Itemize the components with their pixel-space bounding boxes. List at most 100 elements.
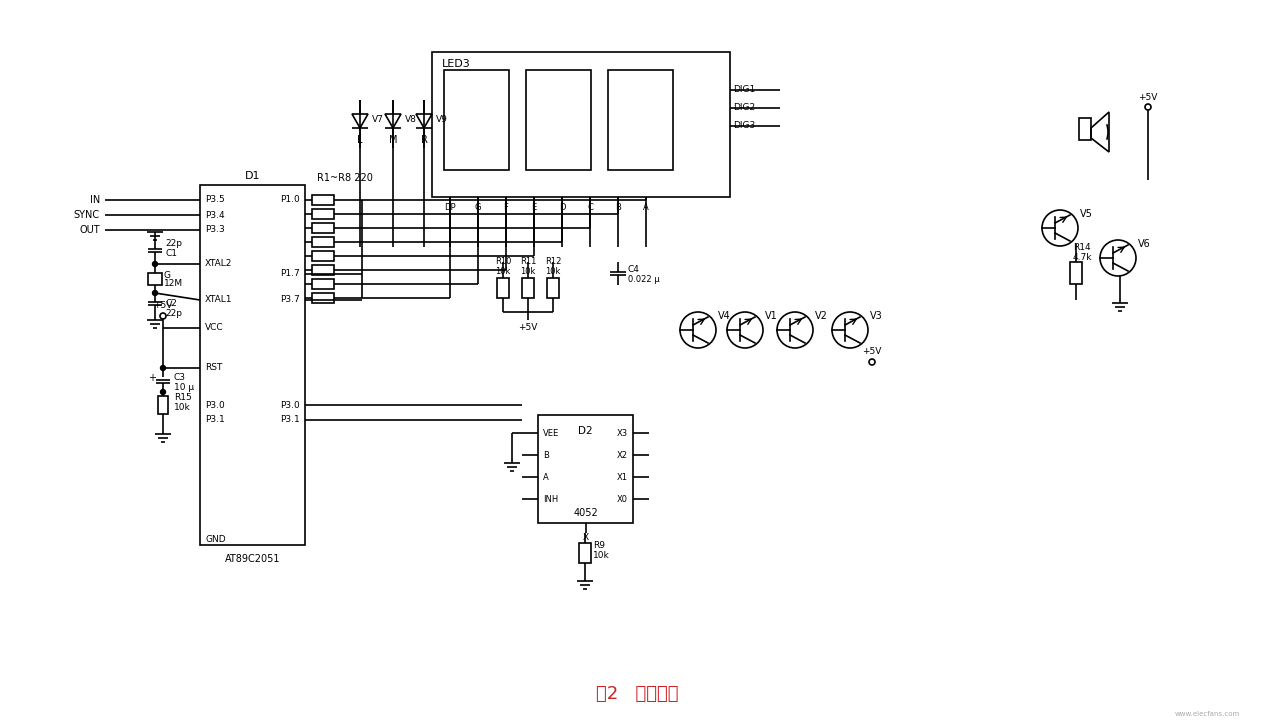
Bar bbox=[312, 209, 334, 219]
Text: C3: C3 bbox=[173, 373, 186, 383]
Text: V2: V2 bbox=[815, 311, 827, 321]
Text: XTAL2: XTAL2 bbox=[205, 259, 232, 269]
Text: 10k: 10k bbox=[546, 267, 561, 277]
Bar bbox=[312, 223, 334, 233]
Text: 22p: 22p bbox=[164, 309, 182, 317]
Text: X0: X0 bbox=[617, 494, 629, 504]
Text: V1: V1 bbox=[765, 311, 778, 321]
Text: 10k: 10k bbox=[520, 267, 536, 277]
Text: DIG3: DIG3 bbox=[733, 121, 755, 131]
Bar bbox=[312, 195, 334, 205]
Bar bbox=[579, 543, 592, 563]
Bar bbox=[1070, 262, 1082, 284]
Text: OUT: OUT bbox=[79, 225, 99, 235]
Bar bbox=[312, 265, 334, 275]
Text: F: F bbox=[504, 203, 509, 211]
Text: V9: V9 bbox=[436, 115, 448, 124]
Text: DIG1: DIG1 bbox=[733, 86, 755, 94]
Bar bbox=[312, 279, 334, 289]
Text: P1.7: P1.7 bbox=[280, 269, 300, 279]
Text: E: E bbox=[532, 203, 537, 211]
Bar bbox=[547, 278, 558, 298]
Text: P3.5: P3.5 bbox=[205, 195, 224, 205]
Text: D1: D1 bbox=[245, 171, 260, 181]
Text: 10k: 10k bbox=[173, 404, 191, 412]
Bar bbox=[608, 70, 673, 170]
Text: 0.022 μ: 0.022 μ bbox=[629, 274, 659, 283]
Text: 10k: 10k bbox=[593, 550, 609, 560]
Text: R11: R11 bbox=[520, 258, 537, 266]
Circle shape bbox=[153, 261, 158, 266]
Text: VEE: VEE bbox=[543, 428, 560, 438]
Text: P3.7: P3.7 bbox=[280, 295, 300, 304]
Text: C1: C1 bbox=[164, 248, 177, 258]
Text: B: B bbox=[543, 451, 548, 460]
Text: B: B bbox=[615, 203, 621, 211]
Text: 4.7k: 4.7k bbox=[1074, 253, 1093, 263]
Text: +5V: +5V bbox=[1139, 92, 1158, 102]
Text: R15: R15 bbox=[173, 393, 191, 402]
Text: G: G bbox=[474, 203, 481, 211]
Text: 图2   电原理图: 图2 电原理图 bbox=[595, 685, 678, 703]
Text: 12M: 12M bbox=[164, 279, 184, 287]
Text: www.elecfans.com: www.elecfans.com bbox=[1174, 711, 1241, 717]
Text: D2: D2 bbox=[578, 426, 593, 436]
Bar bbox=[527, 70, 592, 170]
Text: C: C bbox=[586, 203, 593, 211]
Text: R1~R8 220: R1~R8 220 bbox=[317, 173, 372, 183]
Text: V3: V3 bbox=[870, 311, 882, 321]
Text: GND: GND bbox=[205, 536, 226, 544]
Text: DP: DP bbox=[444, 203, 456, 211]
Text: +5V: +5V bbox=[862, 348, 882, 356]
Text: G: G bbox=[164, 272, 171, 280]
Text: P3.0: P3.0 bbox=[205, 401, 224, 409]
Text: D: D bbox=[558, 203, 565, 211]
Text: P3.4: P3.4 bbox=[205, 211, 224, 219]
Text: P3.3: P3.3 bbox=[205, 226, 224, 234]
Text: R10: R10 bbox=[495, 258, 511, 266]
Bar bbox=[158, 396, 168, 414]
Bar bbox=[200, 185, 305, 545]
Text: V4: V4 bbox=[718, 311, 731, 321]
Circle shape bbox=[161, 365, 166, 370]
Text: 22p: 22p bbox=[164, 239, 182, 248]
Text: X3: X3 bbox=[617, 428, 629, 438]
Text: IN: IN bbox=[89, 195, 99, 205]
Text: P3.1: P3.1 bbox=[280, 415, 300, 425]
Circle shape bbox=[153, 290, 158, 295]
Bar bbox=[432, 52, 731, 197]
Bar bbox=[312, 251, 334, 261]
Bar bbox=[521, 278, 534, 298]
Text: X1: X1 bbox=[617, 473, 629, 481]
Text: V6: V6 bbox=[1139, 239, 1151, 249]
Text: SYNC: SYNC bbox=[74, 210, 99, 220]
Text: R12: R12 bbox=[544, 258, 561, 266]
Text: R: R bbox=[421, 135, 427, 145]
Bar bbox=[312, 293, 334, 303]
Bar bbox=[497, 278, 509, 298]
Text: V8: V8 bbox=[405, 115, 417, 124]
Text: R14: R14 bbox=[1074, 243, 1090, 253]
Text: 10 μ: 10 μ bbox=[173, 383, 194, 391]
Text: X2: X2 bbox=[617, 451, 629, 460]
Text: +: + bbox=[148, 373, 156, 383]
Text: V7: V7 bbox=[372, 115, 384, 124]
Text: R9: R9 bbox=[593, 540, 606, 550]
Text: X: X bbox=[583, 532, 589, 542]
Text: LED3: LED3 bbox=[442, 59, 470, 69]
Text: +5V: +5V bbox=[519, 324, 538, 333]
Bar bbox=[312, 237, 334, 247]
Text: XTAL1: XTAL1 bbox=[205, 295, 232, 304]
Text: C4: C4 bbox=[629, 264, 640, 274]
Text: P3.0: P3.0 bbox=[280, 401, 300, 409]
Text: A: A bbox=[543, 473, 548, 481]
Text: DIG2: DIG2 bbox=[733, 104, 755, 113]
Text: P1.0: P1.0 bbox=[280, 195, 300, 205]
Text: 4052: 4052 bbox=[574, 508, 598, 518]
Text: RST: RST bbox=[205, 364, 222, 372]
Text: A: A bbox=[643, 203, 649, 211]
Text: 10k: 10k bbox=[495, 267, 511, 277]
Text: M: M bbox=[389, 135, 398, 145]
Text: V5: V5 bbox=[1080, 209, 1093, 219]
Bar bbox=[444, 70, 509, 170]
